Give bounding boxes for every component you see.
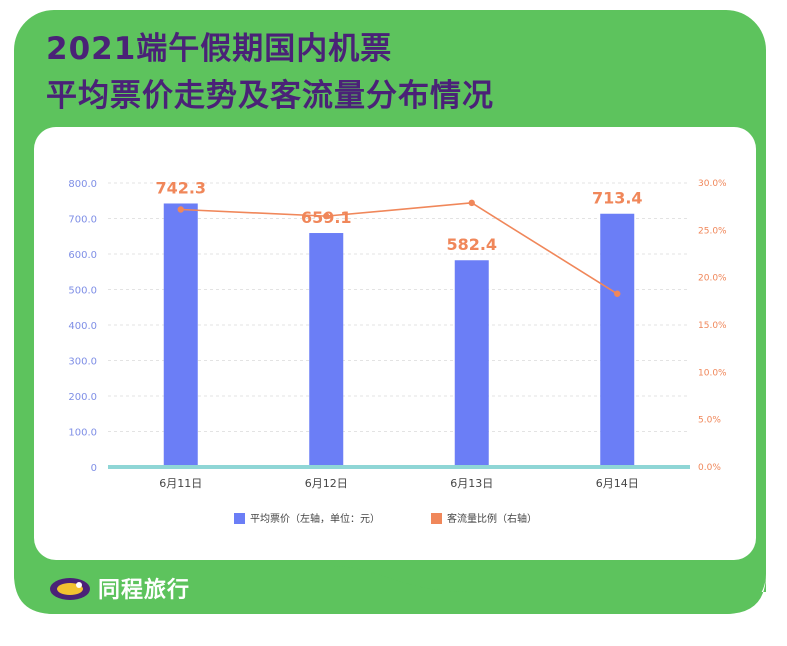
- traffic-point: [323, 212, 330, 220]
- legend-label-price: 平均票价（左轴，单位：元）: [250, 512, 380, 525]
- traffic-point: [468, 199, 475, 207]
- bar-value-label: 742.3: [155, 178, 206, 197]
- right-tick-label: 30.0%: [698, 179, 727, 189]
- bar: [454, 260, 489, 467]
- left-tick-label: 400.0: [68, 321, 97, 332]
- x-tick-label: 6月12日: [305, 477, 348, 490]
- right-axis: 0.0% 5.0% 10.0% 15.0% 20.0% 25.0% 30.0%: [698, 179, 727, 473]
- chart-card: [34, 127, 756, 560]
- left-tick-label: 300.0: [68, 357, 97, 368]
- title-line-1: 2021端午假期国内机票: [46, 31, 393, 67]
- bar: [600, 213, 635, 467]
- left-tick-label: 500.0: [68, 286, 97, 297]
- traffic-point: [614, 290, 621, 297]
- bar-value-labels: 742.3 659.1 582.4 713.4: [155, 178, 642, 254]
- bar-value-label: 713.4: [592, 189, 643, 208]
- bar: [309, 233, 344, 467]
- legend-swatch-price: [234, 513, 245, 524]
- traffic-line: [177, 199, 621, 297]
- x-tick-label: 6月14日: [596, 477, 639, 490]
- legend-swatch-traffic: [431, 513, 442, 524]
- traffic-line-path: [180, 202, 618, 295]
- left-tick-label: 600.0: [68, 250, 97, 261]
- brand-mark-icon: [50, 578, 90, 600]
- bar-value-label: 582.4: [446, 235, 497, 254]
- legend-label-traffic: 客流量比例（右轴）: [447, 512, 537, 525]
- left-tick-label: 0: [91, 463, 97, 474]
- title-line-2: 平均票价走势及客流量分布情况: [46, 78, 494, 114]
- x-tick-label: 6月13日: [450, 477, 493, 490]
- legend: 平均票价（左轴，单位：元） 客流量比例（右轴）: [234, 512, 537, 525]
- grid-lines: [108, 182, 690, 432]
- bar: [163, 203, 198, 467]
- brand-name: 同程旅行: [98, 578, 191, 603]
- right-tick-label: 15.0%: [698, 321, 727, 331]
- left-axis: 0 100.0 200.0 300.0 400.0 500.0 600.0 700.0 800.…: [68, 179, 97, 474]
- x-axis: 6月11日 6月12日 6月13日 6月14日: [159, 477, 639, 490]
- left-tick-label: 700.0: [68, 215, 97, 226]
- bar-value-label: 659.1: [301, 208, 352, 227]
- bars: [163, 203, 635, 467]
- right-tick-label: 5.0%: [698, 416, 721, 426]
- right-tick-label: 20.0%: [698, 274, 727, 284]
- right-tick-label: 25.0%: [698, 226, 727, 236]
- brand-logo: 同程旅行: [48, 572, 190, 604]
- left-tick-label: 100.0: [68, 428, 97, 439]
- right-tick-label: 0.0%: [698, 463, 721, 473]
- left-tick-label: 800.0: [68, 179, 97, 190]
- right-tick-label: 10.0%: [698, 368, 727, 378]
- traffic-point: [177, 206, 184, 213]
- x-tick-label: 6月11日: [159, 477, 202, 490]
- left-tick-label: 200.0: [68, 392, 97, 403]
